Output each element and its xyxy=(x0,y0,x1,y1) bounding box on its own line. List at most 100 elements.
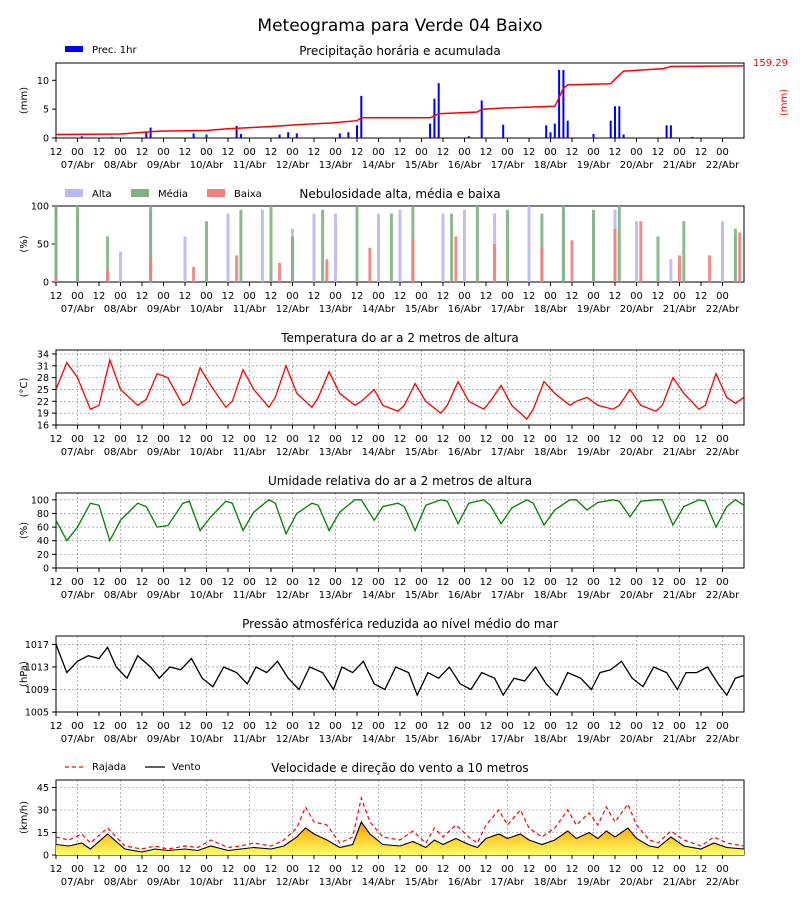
date-label: 20/Abr xyxy=(620,447,654,458)
x-tick-label: 12 xyxy=(394,577,407,588)
cloud-bar-média xyxy=(149,206,153,282)
cloud-bar-alta xyxy=(669,259,673,282)
x-tick-label: 12 xyxy=(695,721,708,732)
x-tick-label: 12 xyxy=(179,721,192,732)
cloud-bar-alta xyxy=(183,236,187,282)
date-label: 07/Abr xyxy=(61,304,95,315)
x-tick-label: 12 xyxy=(437,147,450,158)
precip-bar xyxy=(239,133,242,138)
y-tick-label: 0 xyxy=(43,564,49,575)
x-tick-label: 12 xyxy=(222,721,235,732)
y-tick-label: 30 xyxy=(37,806,49,817)
x-tick-label: 12 xyxy=(136,721,149,732)
cloud-bar-baixa xyxy=(613,228,617,282)
date-label: 12/Abr xyxy=(276,304,310,315)
date-label: 14/Abr xyxy=(362,877,396,888)
panel-2: 0 50 100 12 00 12 00 12 00 12 00 12 00 12 00 12 00 12 00 12… xyxy=(19,187,745,315)
x-tick-label: 00 xyxy=(329,434,342,445)
x-tick-label: 00 xyxy=(243,291,256,302)
date-label: 09/Abr xyxy=(147,447,181,458)
precip-bar xyxy=(618,106,621,138)
y-tick-label: 60 xyxy=(37,523,49,534)
x-tick-label: 00 xyxy=(587,147,600,158)
y-axis-label: (%) xyxy=(19,522,30,539)
precip-bar xyxy=(502,124,505,138)
date-label: 12/Abr xyxy=(276,877,310,888)
date-label: 20/Abr xyxy=(620,734,654,745)
date-label: 14/Abr xyxy=(362,160,396,171)
date-label: 09/Abr xyxy=(147,160,181,171)
cloud-bar-baixa xyxy=(678,255,681,282)
date-label: 19/Abr xyxy=(577,590,611,601)
date-label: 11/Abr xyxy=(233,160,267,171)
panel-1: 0 5 10 12 00 12 00 12 00 12 00 12 00 12 00 12 00 12 00 12 00… xyxy=(19,44,790,171)
date-label: 18/Abr xyxy=(534,734,568,745)
date-label: 17/Abr xyxy=(491,734,525,745)
precip-bar xyxy=(433,98,436,138)
date-label: 22/Abr xyxy=(706,160,740,171)
y-axis-label: (mm) xyxy=(19,87,30,114)
x-tick-label: 00 xyxy=(544,577,557,588)
date-label: 09/Abr xyxy=(147,304,181,315)
x-tick-label: 00 xyxy=(286,147,299,158)
cloud-bar-média xyxy=(389,213,393,282)
y-axis-label: (°C) xyxy=(19,378,30,398)
x-tick-label: 00 xyxy=(630,577,643,588)
y-tick-label: 25 xyxy=(37,385,49,396)
x-tick-label: 00 xyxy=(673,291,686,302)
x-tick-label: 00 xyxy=(372,864,385,875)
x-tick-label: 12 xyxy=(695,864,708,875)
date-label: 16/Abr xyxy=(448,160,482,171)
x-tick-label: 12 xyxy=(480,721,493,732)
date-label: 18/Abr xyxy=(534,590,568,601)
x-tick-label: 00 xyxy=(415,147,428,158)
x-tick-label: 00 xyxy=(243,434,256,445)
y-tick-label: 5 xyxy=(43,105,49,116)
y-axis-label: (hPa) xyxy=(19,661,30,687)
x-tick-label: 00 xyxy=(587,291,600,302)
x-tick-label: 00 xyxy=(200,434,213,445)
date-label: 16/Abr xyxy=(448,877,482,888)
x-tick-label: 00 xyxy=(501,577,514,588)
x-tick-label: 00 xyxy=(544,291,557,302)
precip-bar xyxy=(480,100,483,138)
date-label: 13/Abr xyxy=(319,160,353,171)
x-tick-label: 12 xyxy=(523,864,536,875)
x-tick-label: 12 xyxy=(480,864,493,875)
date-label: 12/Abr xyxy=(276,447,310,458)
y-tick-label: 10 xyxy=(37,76,49,87)
cloud-bar-baixa xyxy=(570,240,574,282)
x-tick-label: 00 xyxy=(286,577,299,588)
precip-bar xyxy=(205,134,208,138)
date-label: 11/Abr xyxy=(233,447,267,458)
x-tick-label: 12 xyxy=(308,721,321,732)
y-tick-label: 45 xyxy=(37,783,49,794)
x-tick-label: 12 xyxy=(523,147,536,158)
x-tick-label: 00 xyxy=(200,577,213,588)
x-tick-label: 00 xyxy=(630,721,643,732)
cloud-bar-média xyxy=(239,209,243,282)
precip-bar xyxy=(145,132,148,138)
cloud-bar-baixa xyxy=(54,278,58,282)
x-tick-label: 12 xyxy=(609,147,622,158)
date-label: 11/Abr xyxy=(233,304,267,315)
y-axis-label: (km/h) xyxy=(19,801,30,834)
x-tick-label: 12 xyxy=(566,434,579,445)
x-tick-label: 00 xyxy=(200,721,213,732)
wind-line xyxy=(55,820,745,853)
x-tick-label: 00 xyxy=(114,864,127,875)
cloud-bar-baixa xyxy=(738,232,742,282)
date-label: 08/Abr xyxy=(104,590,138,601)
x-tick-label: 12 xyxy=(308,434,321,445)
date-label: 16/Abr xyxy=(448,734,482,745)
x-tick-label: 00 xyxy=(415,291,428,302)
cloud-bar-baixa xyxy=(540,247,544,282)
x-tick-label: 00 xyxy=(286,864,299,875)
x-tick-label: 12 xyxy=(93,434,106,445)
x-tick-label: 00 xyxy=(458,721,471,732)
date-label: 08/Abr xyxy=(104,304,138,315)
x-tick-label: 00 xyxy=(458,434,471,445)
date-label: 17/Abr xyxy=(491,160,525,171)
cloud-bar-média xyxy=(205,221,208,282)
precip-bar xyxy=(80,136,83,138)
